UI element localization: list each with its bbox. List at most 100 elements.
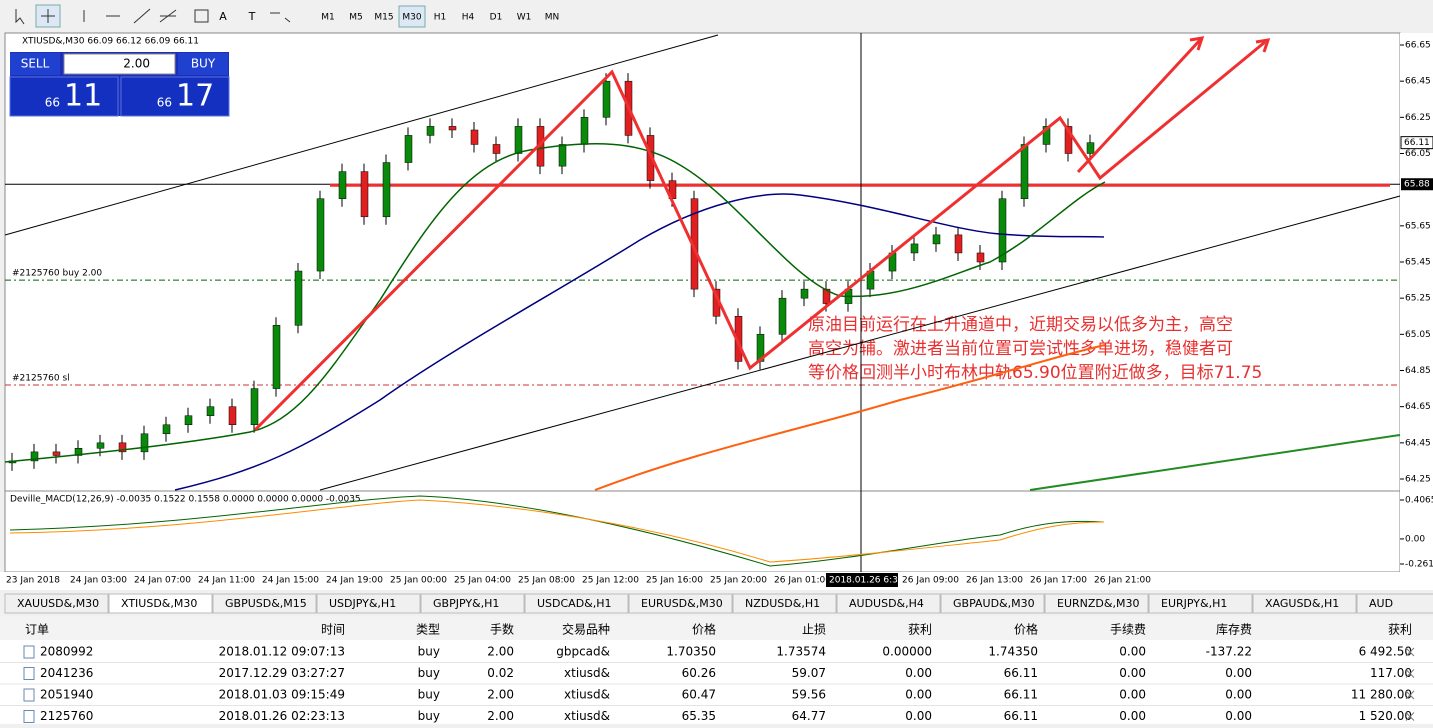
x-tick-label: 24 Jan 19:00 xyxy=(326,576,383,586)
tab[interactable] xyxy=(212,593,317,614)
tab[interactable] xyxy=(1356,593,1433,614)
tab-label[interactable]: XAGUSD&,H1 xyxy=(1265,597,1339,610)
tab[interactable] xyxy=(940,593,1045,614)
close-button[interactable] xyxy=(1405,647,1415,657)
cell: 59.56 xyxy=(792,688,826,702)
tab-label[interactable]: NZDUSD&,H1 xyxy=(745,597,820,610)
crosshair-time-box xyxy=(826,573,898,587)
tab-label[interactable]: EURUSD&,M30 xyxy=(641,597,723,610)
column-header: 库存费 xyxy=(1216,622,1252,637)
timeframe-button[interactable]: H1 xyxy=(434,13,447,23)
column-header: 手数 xyxy=(490,622,514,637)
sell-label[interactable]: SELL xyxy=(21,57,50,71)
timeframe-button[interactable]: M30 xyxy=(402,13,421,23)
tab-label[interactable]: XTIUSD&,M30 xyxy=(121,597,197,610)
timeframe-button[interactable]: W1 xyxy=(517,13,532,23)
cell: 1.73574 xyxy=(776,645,826,659)
bid-small: 11 xyxy=(64,79,102,114)
candle xyxy=(558,144,567,167)
timeframe-button[interactable]: M1 xyxy=(321,13,335,23)
x-tick-label: 26 Jan 13:00 xyxy=(966,576,1023,586)
tab-label[interactable]: GBPAUD&,M30 xyxy=(953,597,1035,610)
trendline-icon[interactable] xyxy=(133,8,151,24)
buy-label[interactable]: BUY xyxy=(191,57,216,71)
y-tick-label: 65.65 xyxy=(1405,221,1431,231)
tab[interactable] xyxy=(316,593,421,614)
timeframe-button[interactable]: M15 xyxy=(374,13,393,23)
tab-label[interactable]: GBPJPY&,H1 xyxy=(433,597,499,610)
active-timeframe xyxy=(398,5,426,28)
cell: 0.00 xyxy=(1119,666,1146,680)
bid-big: 66 xyxy=(45,96,60,110)
tab[interactable] xyxy=(732,593,837,614)
x-tick-label: 25 Jan 00:00 xyxy=(390,576,447,586)
y-tick-label: 66.45 xyxy=(1405,77,1431,87)
y-tick-label: 65.25 xyxy=(1405,294,1431,304)
candle xyxy=(1042,126,1051,145)
bid-marker xyxy=(1400,136,1433,150)
tab-label[interactable]: XAUUSD&,M30 xyxy=(17,597,99,610)
cell: 65.35 xyxy=(682,709,716,723)
tab-label[interactable]: USDJPY&,H1 xyxy=(329,597,396,610)
cell: 0.00 xyxy=(1225,688,1252,702)
tab[interactable] xyxy=(1044,593,1149,614)
crosshair-time: 2018.01.26 6:30 xyxy=(829,576,904,586)
candle xyxy=(382,162,391,218)
sl-order-label: #2125760 sl xyxy=(12,373,70,383)
tab[interactable] xyxy=(108,593,213,614)
cell: 1.74350 xyxy=(988,645,1038,659)
sell-button[interactable] xyxy=(10,53,60,75)
tab-label[interactable]: GBPUSD&,M15 xyxy=(225,597,307,610)
tab[interactable] xyxy=(1252,593,1357,614)
tab-label[interactable]: USDCAD&,H1 xyxy=(537,597,612,610)
text-tool[interactable]: A xyxy=(219,10,227,23)
label-tool[interactable]: T xyxy=(248,10,256,23)
tab[interactable] xyxy=(4,593,109,614)
tab[interactable] xyxy=(1148,593,1253,614)
tab[interactable] xyxy=(420,593,525,614)
timeframe-button[interactable]: MN xyxy=(545,13,560,23)
column-header: 手续费 xyxy=(1110,623,1146,637)
x-tick-label: 25 Jan 12:00 xyxy=(582,576,639,586)
x-tick-label: 24 Jan 07:00 xyxy=(134,576,191,586)
timeframe-button[interactable]: D1 xyxy=(490,13,503,23)
drawings xyxy=(4,33,1401,572)
x-tick-label: 26 Jan 01:00 xyxy=(774,576,831,586)
timeframe-button[interactable]: M5 xyxy=(349,13,363,23)
timeframe-button[interactable]: H4 xyxy=(462,13,475,23)
tab-label[interactable]: AUDUSD&,H4 xyxy=(849,597,924,610)
annotation: 等价格回测半小时布林中轨65.90位置附近做多，目标71.75 xyxy=(808,363,1262,383)
y-tick-label: 0.4065 xyxy=(1405,496,1433,506)
tab[interactable] xyxy=(836,593,941,614)
column-header: 价格 xyxy=(692,622,716,637)
channel-icon[interactable] xyxy=(194,9,209,23)
cursor-icon[interactable] xyxy=(15,9,25,25)
candle xyxy=(1020,144,1029,199)
x-tick-label: 24 Jan 03:00 xyxy=(70,576,127,586)
tab-label[interactable]: EURNZD&,M30 xyxy=(1057,597,1139,610)
forecast-path xyxy=(253,40,1266,432)
candle xyxy=(118,442,127,453)
x-tick-label: 24 Jan 11:00 xyxy=(198,576,255,586)
tab-label[interactable]: EURJPY&,H1 xyxy=(1161,597,1227,610)
shapes-icon[interactable] xyxy=(270,12,291,23)
tab-label[interactable]: AUD xyxy=(1369,597,1393,610)
lots-value[interactable]: 2.00 xyxy=(123,57,150,71)
buy-button[interactable] xyxy=(178,53,228,75)
y-tick-label: 65.45 xyxy=(1405,258,1431,268)
cell: 64.77 xyxy=(792,709,826,723)
tab[interactable] xyxy=(524,593,629,614)
fibo-icon[interactable] xyxy=(159,9,177,23)
candle xyxy=(800,288,809,299)
cell: 1.70350 xyxy=(666,645,716,659)
lots-input[interactable] xyxy=(63,53,176,75)
y-tick-label: 65.05 xyxy=(1405,330,1431,340)
tab[interactable] xyxy=(628,593,733,614)
close-button[interactable] xyxy=(1405,669,1415,678)
bid-box[interactable] xyxy=(9,76,119,117)
y-tick-label: 64.65 xyxy=(1405,402,1431,412)
ask-big: 66 xyxy=(157,96,172,110)
ask-box[interactable] xyxy=(120,76,230,117)
close-button[interactable] xyxy=(1405,712,1415,721)
close-button[interactable] xyxy=(1405,690,1415,700)
